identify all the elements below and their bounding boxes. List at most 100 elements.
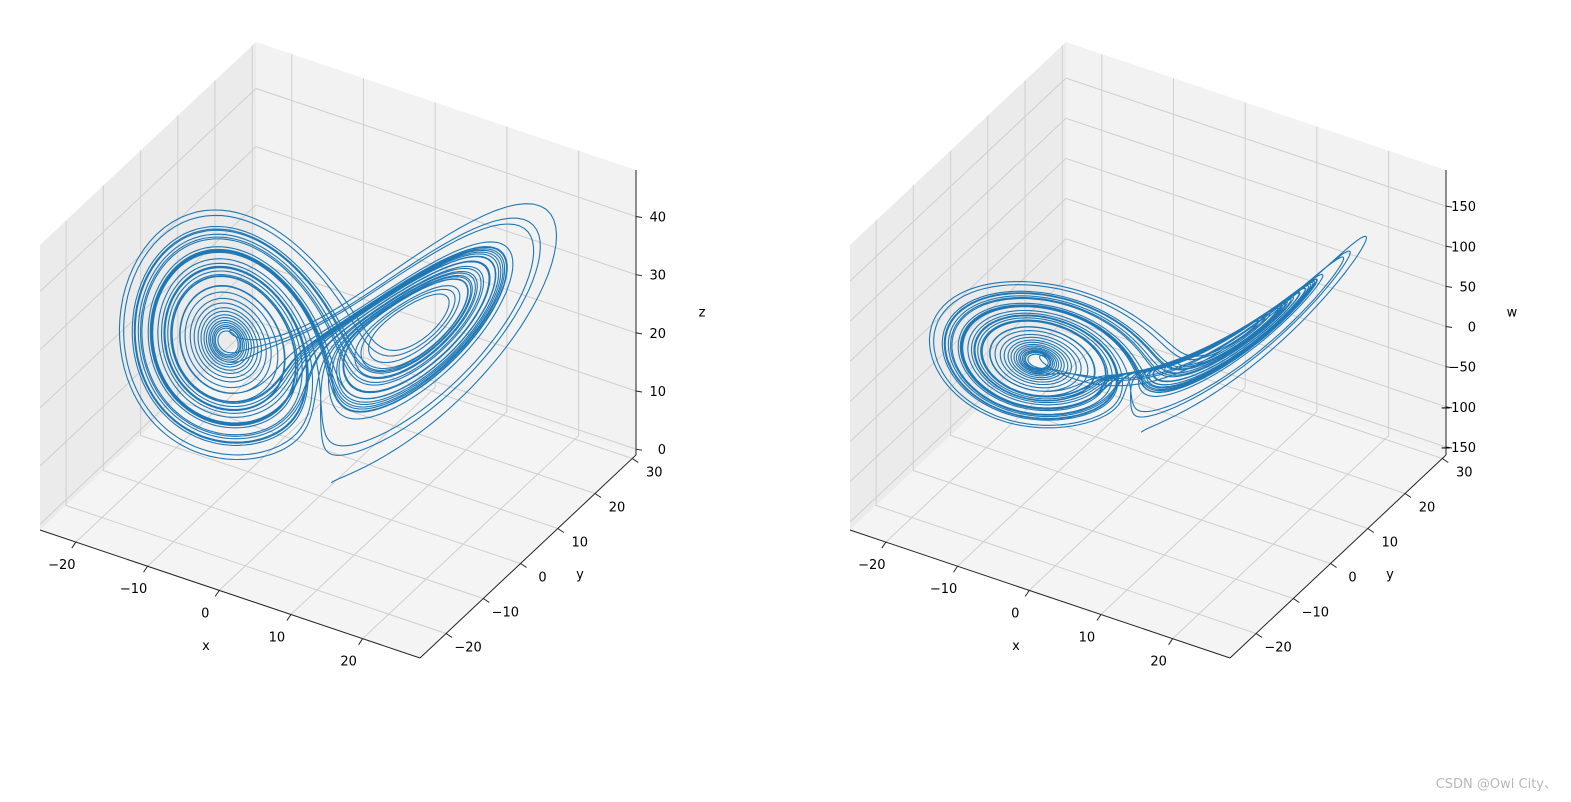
y-tick-label: 30 xyxy=(646,466,663,481)
watermark: CSDN @Owl City、 xyxy=(1435,777,1557,792)
x-tick xyxy=(286,614,292,621)
y-axis-line xyxy=(1229,454,1447,659)
y-gridline xyxy=(912,185,1294,599)
z-tick xyxy=(635,448,643,451)
z-tick xyxy=(1445,245,1453,248)
z-tick xyxy=(1445,446,1453,449)
z-tick-label: 50 xyxy=(1459,280,1476,295)
z-tick xyxy=(1445,326,1453,329)
z-gridline xyxy=(849,318,1447,523)
y-gridline xyxy=(140,150,521,564)
z-tick-label: 150 xyxy=(1451,200,1476,215)
x-tick-label: 0 xyxy=(1011,606,1019,621)
trajectory-line xyxy=(118,203,558,484)
x-axis-label: x xyxy=(202,639,210,654)
y-gridline xyxy=(875,220,1257,634)
x-gridline xyxy=(218,102,436,591)
x-tick-label: 0 xyxy=(201,606,209,621)
y-tick xyxy=(1441,458,1449,463)
z-tick-label: −100 xyxy=(1440,401,1476,416)
z-tick xyxy=(1445,406,1453,409)
z-gridline xyxy=(849,117,1447,322)
pane-side xyxy=(850,42,1066,530)
y-tick xyxy=(1255,633,1263,638)
y-gridline xyxy=(950,150,1331,564)
z-axis-label: w xyxy=(1507,306,1518,321)
z-tick-label: 20 xyxy=(649,327,666,342)
axes-left-3d: −20 −10 0 10 20 −20 −10 0 10 20 30 0 10 20 30 40 x y z xyxy=(39,42,706,670)
y-tick-label: −20 xyxy=(454,641,481,656)
z-tick-label: 100 xyxy=(1451,240,1476,255)
y-tick-label: 0 xyxy=(1348,571,1356,586)
x-gridline xyxy=(1100,126,1318,615)
z-tick-label: 0 xyxy=(1468,321,1476,336)
axis-lines xyxy=(849,170,1447,659)
x-tick-label: −10 xyxy=(930,582,957,597)
z-tick xyxy=(1445,366,1453,369)
x-axis-label: x xyxy=(1012,639,1020,654)
y-gridline xyxy=(1061,45,1443,459)
x-gridline xyxy=(1172,150,1390,640)
z-tick xyxy=(1445,285,1453,288)
z-tick-label: 40 xyxy=(649,211,666,226)
z-tick xyxy=(635,274,643,277)
y-tick xyxy=(594,493,602,498)
z-gridline xyxy=(39,146,637,351)
axes-right-3d: −20−1001020−20−100102030−150−100−5005010… xyxy=(849,42,1518,670)
x-tick xyxy=(358,638,364,645)
gridlines xyxy=(849,45,1447,640)
x-axis-line xyxy=(849,529,1231,659)
z-gridline xyxy=(39,204,637,409)
y-tick-label: 10 xyxy=(1382,536,1399,551)
z-tick xyxy=(635,390,643,393)
z-tick-label: −150 xyxy=(1440,441,1476,456)
x-axis-line xyxy=(39,529,421,659)
z-gridline xyxy=(849,278,1447,483)
y-tick xyxy=(1293,598,1300,603)
x-gridline xyxy=(362,150,580,640)
y-tick xyxy=(520,563,527,568)
y-tick xyxy=(1330,563,1337,568)
x-tick-label: −10 xyxy=(120,582,147,597)
x-tick-label: 20 xyxy=(1150,655,1167,670)
z-gridline xyxy=(39,87,637,292)
x-tick xyxy=(143,565,148,573)
x-tick xyxy=(1024,590,1030,597)
x-tick-label: −20 xyxy=(858,558,885,573)
x-tick xyxy=(1096,614,1102,621)
y-gridline xyxy=(1024,80,1406,494)
axis-lines xyxy=(39,170,637,659)
z-tick xyxy=(635,332,643,335)
y-tick-label: −10 xyxy=(492,606,519,621)
x-tick-label: 20 xyxy=(340,655,357,670)
z-tick xyxy=(1445,205,1453,208)
pane-side xyxy=(40,42,256,530)
y-tick-label: 30 xyxy=(1456,466,1473,481)
x-gridline xyxy=(885,54,1103,543)
x-tick-label: −20 xyxy=(48,558,75,573)
x-tick xyxy=(71,541,77,549)
y-tick-label: 20 xyxy=(609,501,626,516)
trajectory-line xyxy=(928,235,1368,433)
z-tick-label: 30 xyxy=(649,269,666,284)
x-gridline xyxy=(1028,102,1246,591)
y-gridline xyxy=(102,185,484,599)
x-tick xyxy=(953,565,958,573)
y-tick xyxy=(445,633,453,638)
z-tick-label: −50 xyxy=(1449,361,1476,376)
y-tick xyxy=(1404,493,1412,498)
y-tick xyxy=(1367,528,1375,533)
tick-labels: −20−1001020−20−100102030−150−100−5005010… xyxy=(858,200,1476,670)
y-tick-label: 0 xyxy=(538,571,546,586)
x-tick xyxy=(214,590,220,597)
y-axis-label: y xyxy=(1386,568,1394,583)
z-tick-label: 10 xyxy=(649,385,666,400)
z-axis-label: z xyxy=(699,306,706,321)
z-tick xyxy=(635,216,643,219)
y-axis-line xyxy=(419,454,637,659)
y-tick-label: 20 xyxy=(1419,501,1436,516)
x-tick-label: 10 xyxy=(1079,631,1096,646)
y-tick xyxy=(483,598,490,603)
tick-labels: −20 −10 0 10 20 −20 −10 0 10 20 30 0 10 20 30 40 xyxy=(48,211,666,670)
y-gridline xyxy=(65,220,447,634)
